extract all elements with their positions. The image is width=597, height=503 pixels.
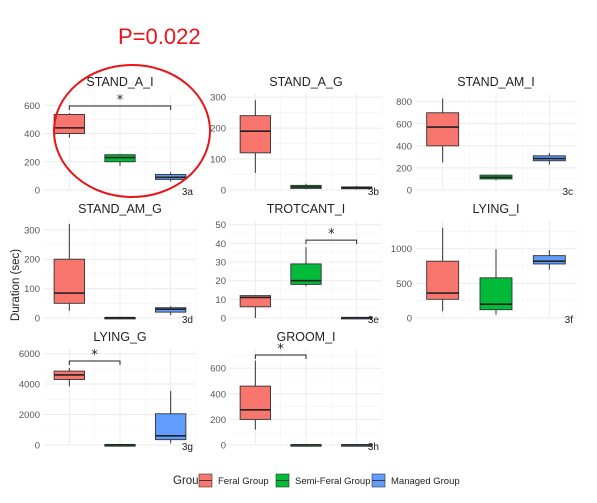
panel-stand-a-g: 0 100 200 300 STAND_A_G 3b bbox=[210, 75, 383, 198]
y-tick-label: 400 bbox=[396, 141, 412, 152]
y-tick-label: 300 bbox=[24, 225, 40, 236]
y-tick-label: 2000 bbox=[19, 410, 40, 421]
y-tick-label: 100 bbox=[24, 284, 40, 295]
panel-groom-i: 0 200 400 600 GROOM_I* 3h bbox=[210, 330, 383, 453]
box-semi-feral-group bbox=[290, 263, 322, 285]
y-tick-label: 200 bbox=[24, 255, 40, 266]
panel-title: STAND_A_I bbox=[86, 75, 153, 89]
panel-title: TROTCANT_I bbox=[267, 202, 345, 216]
y-tick-label: 100 bbox=[210, 155, 226, 166]
y-axis-label: Duration (sec) bbox=[10, 249, 22, 321]
legend-label: Feral Group bbox=[218, 476, 269, 487]
significance-bracket bbox=[305, 239, 358, 245]
highlight-ellipse bbox=[53, 64, 211, 198]
y-tick-label: 200 bbox=[396, 163, 412, 174]
significance-bracket bbox=[254, 354, 307, 359]
box-feral-group bbox=[239, 385, 271, 420]
y-tick-label: 800 bbox=[396, 97, 412, 108]
significance-star: * bbox=[117, 93, 124, 108]
y-tick-label: 200 bbox=[210, 415, 226, 426]
y-tick-label: 50 bbox=[215, 220, 226, 231]
box-feral-group bbox=[239, 295, 271, 308]
panel-lying-g: 0 2000 4000 6000 LYING_G * 3g bbox=[19, 330, 197, 453]
y-tick-label: 0 bbox=[407, 186, 412, 197]
legend-label: Managed Group bbox=[391, 476, 460, 487]
p-value-label: P=0.022 bbox=[118, 24, 201, 49]
box-feral-group bbox=[239, 115, 271, 154]
panel-stand-a-i: 0 200 400 600 STAND_A_I * 3a bbox=[24, 75, 197, 198]
y-tick-label: 0 bbox=[35, 441, 40, 452]
y-tick-label: 300 bbox=[210, 93, 226, 104]
box-feral-group bbox=[53, 114, 85, 134]
y-tick-label: 0 bbox=[407, 314, 412, 325]
significance-star: * bbox=[91, 348, 98, 363]
panel-title: LYING_I bbox=[472, 202, 519, 216]
panel-title: STAND_A_G bbox=[269, 75, 342, 89]
y-tick-label: 40 bbox=[215, 239, 226, 250]
box-feral-group bbox=[53, 258, 85, 304]
legend: Group Feral Group Semi-Feral Group Managed… bbox=[173, 473, 460, 488]
panel-tag: 3b bbox=[368, 187, 380, 198]
panel-trotcant-i: 0 10 20 30 40 50 TROTCANT_I * 3e bbox=[215, 202, 383, 326]
y-tick-label: 0 bbox=[221, 314, 226, 325]
y-tick-label: 0 bbox=[35, 314, 40, 325]
panel-tag: 3c bbox=[562, 187, 573, 198]
y-tick-label: 4000 bbox=[19, 380, 40, 391]
y-tick-label: 400 bbox=[24, 129, 40, 140]
y-tick-label: 600 bbox=[396, 119, 412, 130]
panel-tag: 3a bbox=[182, 187, 194, 198]
box-feral-group bbox=[426, 112, 460, 147]
y-tick-label: 200 bbox=[24, 157, 40, 168]
panel-title: STAND_AM_I bbox=[457, 75, 535, 89]
box-managed-group bbox=[532, 255, 566, 265]
y-tick-label: 1000 bbox=[391, 244, 412, 255]
y-tick-label: 600 bbox=[210, 364, 226, 375]
y-tick-label: 10 bbox=[215, 295, 226, 306]
legend-title: Group bbox=[173, 475, 205, 487]
significance-bracket bbox=[68, 360, 121, 366]
significance-star: * bbox=[277, 342, 284, 357]
significance-bracket bbox=[68, 105, 172, 111]
panel-tag: 3f bbox=[565, 315, 574, 326]
panel-title: GROOM_I bbox=[276, 330, 335, 344]
y-tick-label: 6000 bbox=[19, 349, 40, 360]
y-tick-label: 30 bbox=[215, 258, 226, 269]
y-tick-label: 500 bbox=[396, 279, 412, 290]
significance-star: * bbox=[328, 227, 335, 242]
y-tick-label: 0 bbox=[221, 186, 226, 197]
panel-stand-am-i: 0 200 400 600 800 STAND_AM_I 3c bbox=[396, 75, 577, 198]
y-tick-label: 400 bbox=[210, 389, 226, 400]
panel-tag: 3g bbox=[182, 442, 193, 453]
y-tick-label: 600 bbox=[24, 101, 40, 112]
panel-tag: 3d bbox=[182, 315, 193, 326]
panel-stand-am-g: 0 100 200 300 STAND_AM_G 3d bbox=[24, 202, 197, 326]
y-tick-label: 20 bbox=[215, 276, 226, 287]
panel-lying-i: 0 500 1000 LYING_I 3f bbox=[391, 202, 577, 326]
panel-tag: 3h bbox=[368, 442, 379, 453]
panel-tag: 3e bbox=[368, 315, 380, 326]
panel-title: LYING_G bbox=[93, 330, 146, 344]
y-tick-label: 0 bbox=[221, 441, 226, 452]
legend-label: Semi-Feral Group bbox=[295, 476, 371, 487]
y-tick-label: 200 bbox=[210, 124, 226, 135]
y-tick-label: 0 bbox=[35, 186, 40, 197]
panel-title: STAND_AM_G bbox=[78, 202, 162, 216]
